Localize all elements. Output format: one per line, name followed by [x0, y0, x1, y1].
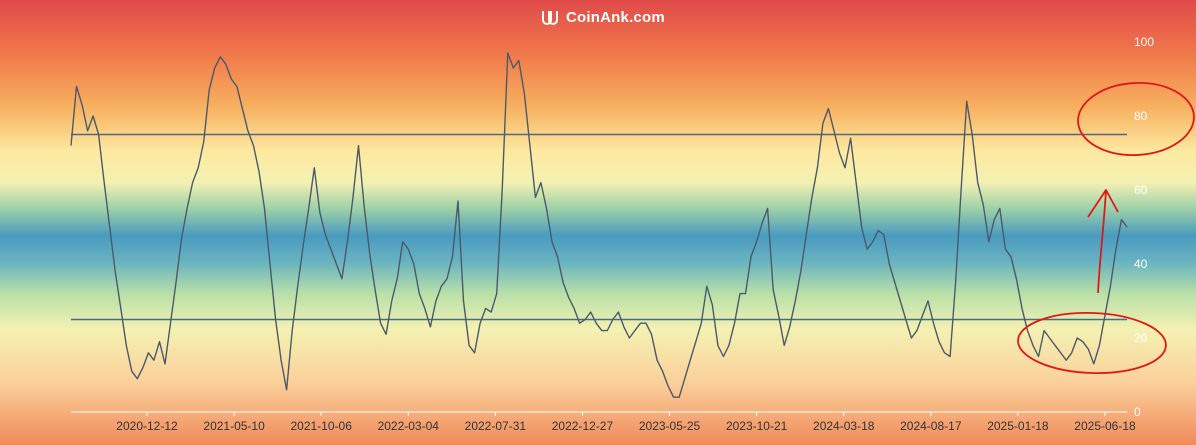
annotation-circle-upper: [1077, 82, 1195, 156]
x-tick-label: 2021-10-06: [290, 419, 352, 433]
annotation-arrow-shaft: [1097, 189, 1107, 294]
x-tick-label: 2025-01-18: [987, 419, 1049, 433]
x-tick-label: 2023-05-25: [639, 419, 701, 433]
x-tick-label: 2020-12-12: [116, 419, 178, 433]
x-tick-label: 2022-03-04: [378, 419, 440, 433]
x-tick-label: 2022-07-31: [465, 419, 527, 433]
coinank-logo-icon: [542, 11, 558, 25]
x-tick-label: 2024-08-17: [900, 419, 962, 433]
x-tick-label: 2023-10-21: [726, 419, 788, 433]
annotation-circle-lower: [1017, 312, 1167, 374]
y-tick-label: 60: [1134, 183, 1148, 197]
x-tick-label: 2022-12-27: [552, 419, 614, 433]
x-tick-label: 2025-06-18: [1074, 419, 1136, 433]
brand-name: CoinAnk.com: [566, 8, 665, 26]
y-tick-label: 40: [1134, 257, 1148, 271]
annotation-arrow-head: [1087, 189, 1119, 218]
y-tick-label: 100: [1134, 35, 1154, 49]
y-tick-label: 80: [1134, 109, 1148, 123]
x-tick-label: 2024-03-18: [813, 419, 875, 433]
x-tick-label: 2021-05-10: [203, 419, 265, 433]
series-line: [70, 52, 1128, 398]
y-tick-label: 0: [1134, 405, 1141, 419]
y-tick-label: 20: [1134, 331, 1148, 345]
brand: CoinAnk.com: [540, 6, 665, 28]
